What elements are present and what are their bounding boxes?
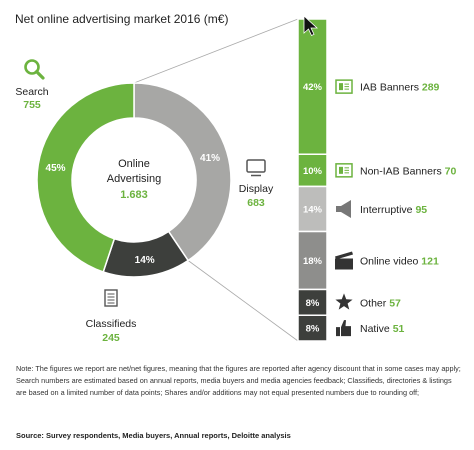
bar-category-label: Other 57 xyxy=(360,297,401,309)
source-note: Source: Survey respondents, Media buyers… xyxy=(16,431,291,440)
bar-category-label: IAB Banners 289 xyxy=(360,82,440,94)
display-breakdown-bar: 42% 10% 14% 18% 8% 8% xyxy=(297,18,328,342)
donut-center: Online Advertising 1.683 xyxy=(107,158,161,201)
connector-lines xyxy=(133,18,299,342)
banner-icon-block xyxy=(339,166,343,174)
connector-line-top xyxy=(133,18,299,84)
bar-segment-pct: 8% xyxy=(306,324,320,335)
slice-pct-label: 41% xyxy=(200,153,220,164)
bar-segment-pct: 10% xyxy=(303,166,323,177)
monitor-icon-screen xyxy=(246,159,266,173)
display-breakdown-labels: IAB Banners 289 Non-IAB Banners 70 Interru… xyxy=(335,79,456,337)
bar-value: 57 xyxy=(389,297,401,309)
clapperboard-icon-body xyxy=(335,258,353,270)
bar-segment-interruptive xyxy=(297,185,328,233)
banner-icon-frame xyxy=(335,79,353,94)
bar-label-non-iab-banners: Non-IAB Banners 70 xyxy=(335,163,456,178)
slice-value: 683 xyxy=(247,197,265,209)
slice-name: Classifieds xyxy=(86,318,137,330)
slice-name: Display xyxy=(239,183,274,195)
bar-segment-native xyxy=(297,314,328,342)
slice-label-classifieds: Classifieds 245 xyxy=(86,289,137,344)
megaphone-icon-shape xyxy=(336,199,351,218)
bar-value: 95 xyxy=(415,204,427,216)
slice-display xyxy=(133,82,232,262)
donut-chart xyxy=(36,82,232,278)
bar-category-label: Online video 121 xyxy=(360,256,439,268)
search-icon-lens xyxy=(24,59,40,75)
bar-segment-pct: 8% xyxy=(306,298,320,309)
bar-value: 51 xyxy=(393,323,405,335)
slice-search xyxy=(36,82,135,273)
document-icon-page xyxy=(104,289,118,307)
bar-value: 289 xyxy=(422,82,440,94)
slice-name: Search xyxy=(15,86,48,98)
bar-label-interruptive: Interruptive 95 xyxy=(336,199,427,218)
bar-category-label: Non-IAB Banners 70 xyxy=(360,165,456,177)
clapperboard-icon-top xyxy=(335,251,353,260)
slice-label-display: Display 683 xyxy=(239,159,274,209)
bar-value: 70 xyxy=(445,165,457,177)
center-value: 1.683 xyxy=(120,189,148,201)
bar-segment-pct: 18% xyxy=(303,256,323,267)
chart-title: Net online advertising market 2016 (m€) xyxy=(15,12,229,26)
bar-label-iab-banners: IAB Banners 289 xyxy=(335,79,440,94)
search-icon-handle xyxy=(34,69,45,80)
star-icon-shape xyxy=(335,293,353,310)
banner-icon-block xyxy=(339,83,343,91)
mouse-cursor-icon xyxy=(303,15,319,37)
center-label-line-2: Advertising xyxy=(107,173,161,185)
bar-label-online-video: Online video 121 xyxy=(335,251,439,270)
bar-category-label: Interruptive 95 xyxy=(360,204,427,216)
slice-pct-label: 14% xyxy=(135,255,155,266)
banner-icon-frame xyxy=(335,163,353,178)
bar-segment-pct: 42% xyxy=(303,82,323,93)
bar-value: 121 xyxy=(421,256,439,268)
bar-segment-pct: 14% xyxy=(303,204,323,215)
thumbs-up-icon-cuff xyxy=(336,327,340,337)
bar-label-native: Native 51 xyxy=(336,320,405,337)
slice-value: 755 xyxy=(23,99,41,111)
center-label-line-1: Online xyxy=(118,158,150,170)
bar-segment-online-video xyxy=(297,230,328,291)
connector-line-bottom xyxy=(187,260,299,342)
thumbs-up-icon-hand xyxy=(341,320,351,337)
slice-pct-label: 45% xyxy=(46,163,66,174)
bar-label-other: Other 57 xyxy=(335,293,401,310)
slice-value: 245 xyxy=(102,332,120,344)
bar-category-label: Native 51 xyxy=(360,323,405,335)
footnote: Note: The figures we report are net/net … xyxy=(16,364,461,397)
